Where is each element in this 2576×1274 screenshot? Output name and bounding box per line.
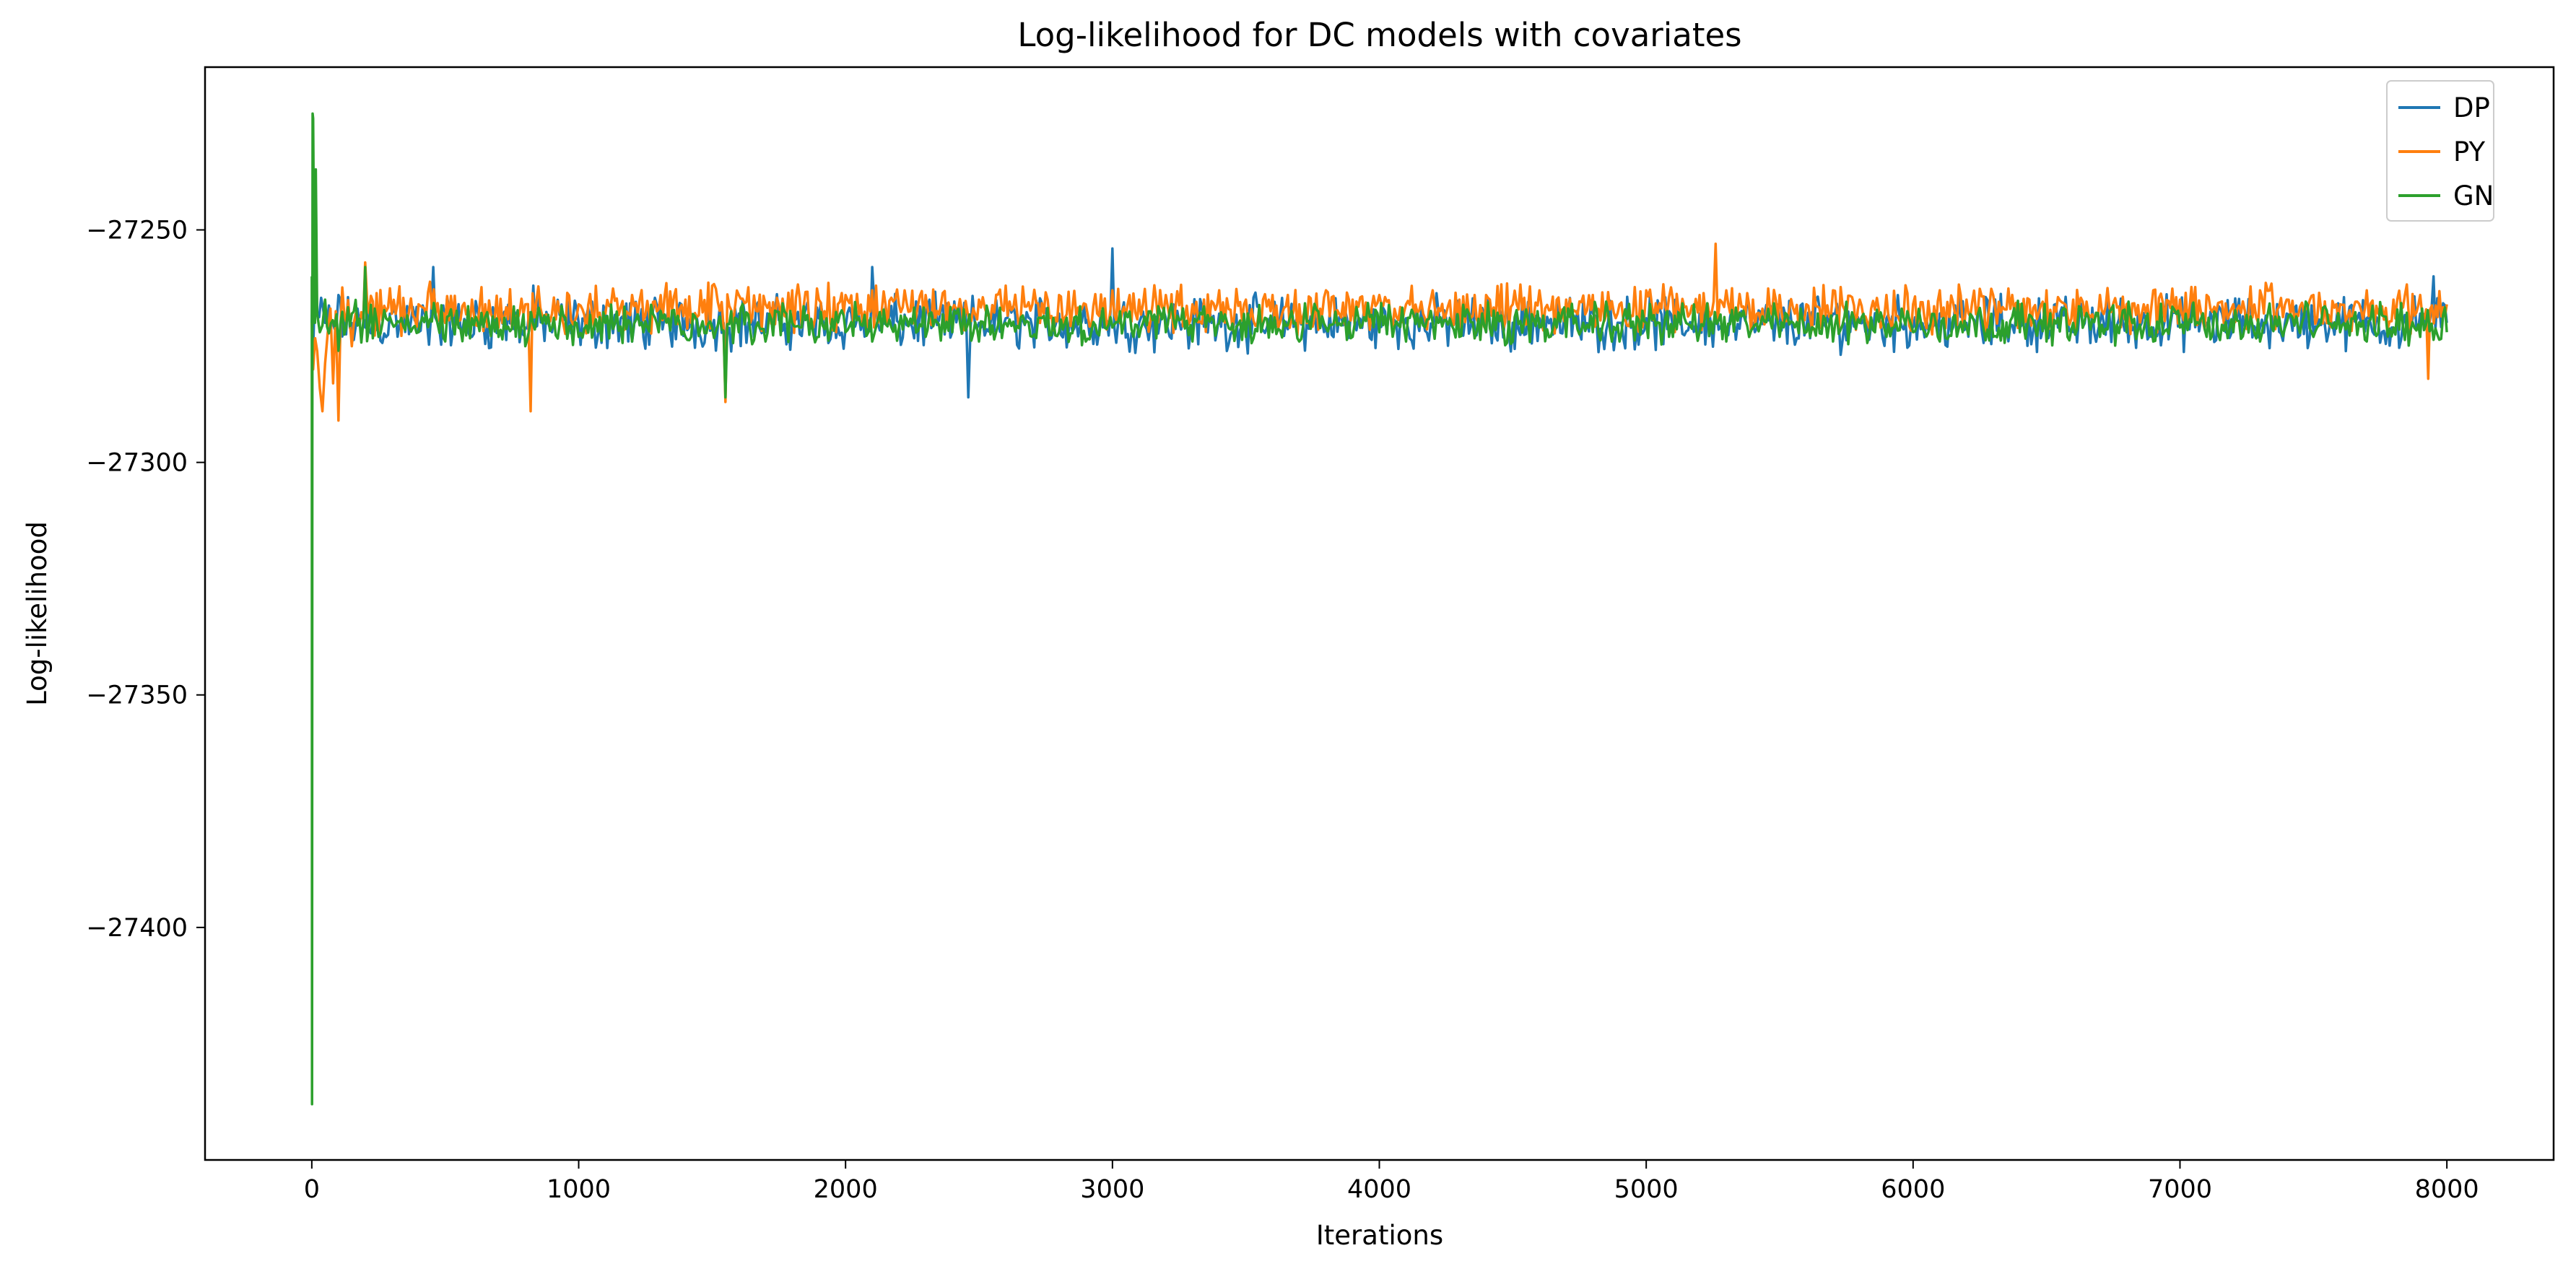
y-axis-label: Log-likelihood (22, 521, 53, 706)
x-tick-label: 5000 (1614, 1175, 1679, 1204)
series-line-gn (310, 112, 2448, 1106)
legend-label-dp: DP (2453, 92, 2490, 123)
chart-title: Log-likelihood for DC models with covari… (1017, 16, 1741, 54)
x-tick-label: 2000 (814, 1175, 878, 1204)
x-tick-label: 8000 (2415, 1175, 2479, 1204)
x-tick-label: 0 (304, 1175, 320, 1204)
legend-label-gn: GN (2453, 180, 2494, 211)
x-tick-label: 6000 (1881, 1175, 1945, 1204)
x-tick-label: 3000 (1080, 1175, 1144, 1204)
y-axis-ticks: −27250 −27300 −27350 −27400 (86, 216, 205, 943)
y-tick-label: −27300 (86, 449, 188, 478)
legend-label-py: PY (2453, 136, 2485, 167)
y-tick-label: −27350 (86, 681, 188, 710)
y-tick-label: −27250 (86, 216, 188, 245)
x-axis-label: Iterations (1316, 1220, 1443, 1251)
chart-legend: DP PY GN (2386, 80, 2494, 222)
y-tick-label: −27400 (86, 914, 188, 943)
x-tick-label: 7000 (2148, 1175, 2212, 1204)
x-tick-label: 4000 (1347, 1175, 1411, 1204)
series-layer (310, 112, 2448, 1106)
x-axis-ticks: 0 1000 2000 3000 4000 5000 6000 7000 8000 (304, 1160, 2479, 1204)
x-tick-label: 1000 (547, 1175, 611, 1204)
